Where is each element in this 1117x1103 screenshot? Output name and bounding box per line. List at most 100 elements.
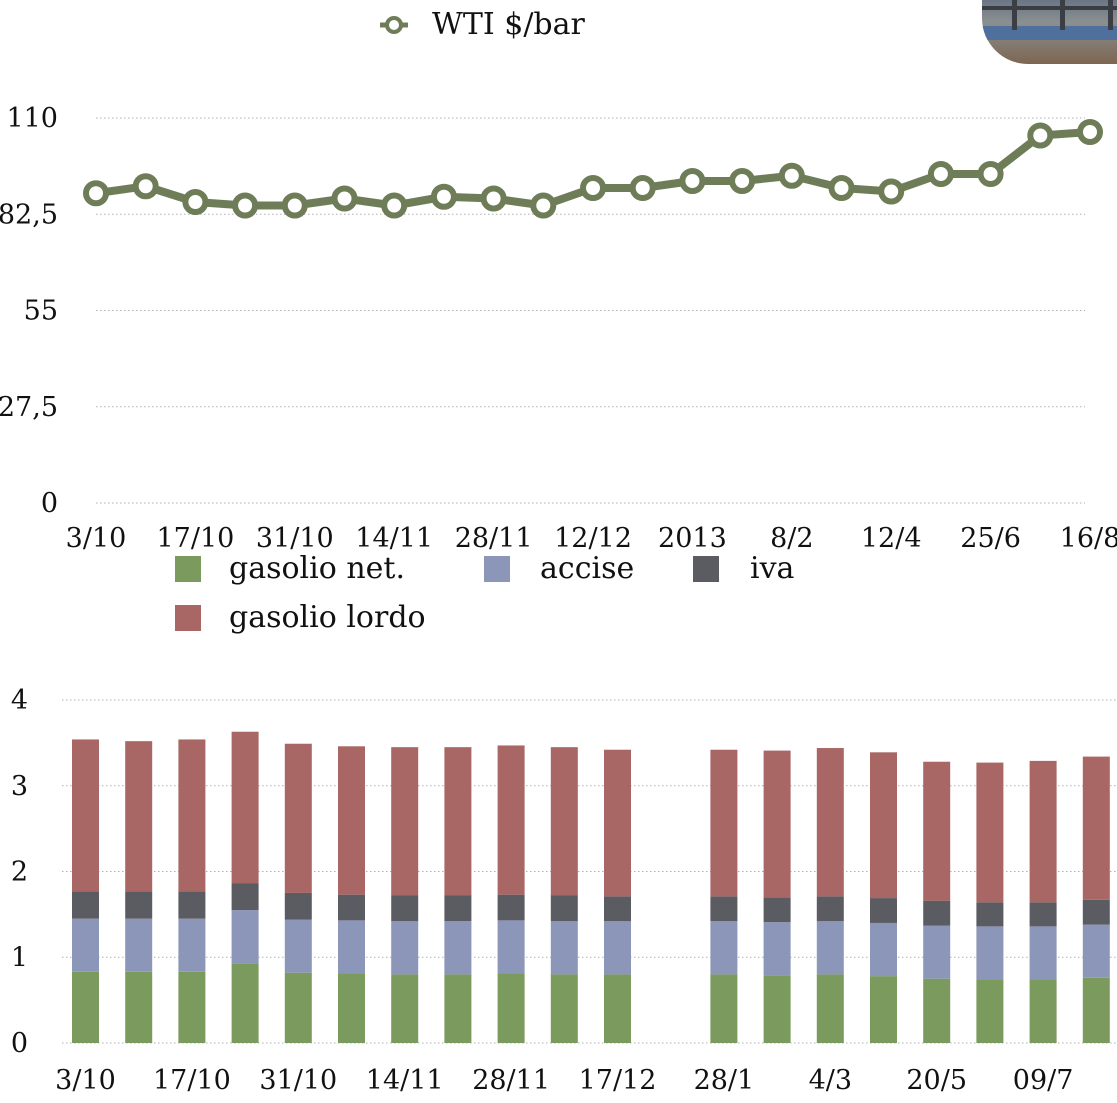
bar-y-tick-label: 3 [11,771,28,802]
wti-data-point [331,185,358,212]
bar-accise [391,921,419,975]
bar-x-tick-label: 3/10 [55,1065,116,1096]
wti-data-point [530,192,557,219]
bar-gasolio-lordo [391,747,419,896]
bar-gasolio-net [391,974,419,1043]
bar-accise [604,921,631,975]
legend-swatch-gasolio-lordo [175,605,201,631]
bar-iva [1082,899,1110,925]
wti-data-point [729,168,756,194]
bar-gasolio-lordo [923,761,951,901]
bar-iva [763,897,791,923]
bar-accise [870,922,897,977]
bar-gasolio-net [550,974,578,1043]
bar-gasolio-net [976,979,1004,1043]
wti-data-point [977,161,1004,187]
bar-iva [497,894,525,921]
line-x-tick-label: 3/10 [66,523,127,554]
bar-gasolio-net [816,974,844,1043]
bar-accise [338,920,365,974]
bar-gasolio-lordo [72,739,99,892]
legend-iva: iva [750,551,795,586]
line-x-tick-label: 12/12 [554,523,632,554]
wti-data-point [580,175,606,201]
wti-data-point [679,168,706,194]
bar-x-tick-label: 31/10 [259,1065,337,1096]
bar-gasolio-net [870,976,897,1043]
wti-data-point [430,183,457,210]
wti-data-point [132,173,159,200]
bar-gasolio-lordo [125,741,153,892]
bar-accise [550,921,578,975]
bar-gasolio-net [923,978,951,1043]
bar-accise [1082,924,1110,978]
bar-y-tick-label: 4 [11,685,28,716]
bar-iva [444,895,472,922]
bar-gasolio-net [338,973,365,1043]
line-y-tick-label: 82,5 [0,199,58,230]
bar-gasolio-lordo [1029,760,1057,903]
legend-gasolio-net: gasolio net. [229,551,405,586]
line-x-tick-label: 28/11 [455,523,533,554]
legend-gasolio-lordo: gasolio lordo [229,600,426,635]
bar-iva [923,900,951,926]
bar-iva [231,883,259,911]
bar-accise [710,921,738,975]
pipeline-photo [982,0,1117,64]
wti-data-point [1077,119,1103,145]
legend-swatch-iva [693,556,719,582]
bar-gasolio-net [72,971,99,1043]
wti-data-point [778,162,805,189]
bar-accise [178,918,206,972]
bar-gasolio-net [125,971,153,1043]
bar-x-tick-label: 17/10 [153,1065,231,1096]
bar-x-tick-label: 28/1 [694,1065,755,1096]
bar-x-tick-label: 17/12 [579,1065,657,1096]
wti-data-point [381,192,408,219]
bar-gasolio-lordo [1082,756,1110,900]
bar-accise [923,925,951,979]
bar-gasolio-lordo [444,747,472,896]
bar-x-tick-label: 4/3 [809,1065,852,1096]
wti-line-chart: 0 27,5 55 82,5 110 3/10 17/10 31/10 14/11 28/11 12… [0,103,1117,554]
bar-iva [550,895,578,922]
line-legend-marker [385,16,403,34]
line-x-tick-label: 16/8 [1060,523,1117,554]
wti-data-point [281,192,308,219]
bar-iva [72,891,99,919]
wti-data-point [629,175,656,201]
bar-gasolio-lordo [763,750,791,898]
bar-y-tick-label: 0 [11,1028,28,1059]
bar-iva [1029,902,1057,927]
bar-iva [284,892,312,920]
bar-gasolio-net [604,974,631,1043]
bar-accise [763,922,791,976]
wti-data-point [83,180,109,207]
bar-gasolio-lordo [550,747,578,896]
bar-gasolio-lordo [870,752,897,899]
bar-iva [604,896,631,922]
wti-data-point [828,175,855,201]
bar-accise [284,919,312,973]
legend-accise: accise [540,551,634,586]
bar-accise [976,926,1004,980]
fuel-price-bar-chart: 0 1 2 3 4 3/10 17/10 31/10 14/11 28/11 17/12 28/1 4/… [11,685,1117,1096]
bar-y-tick-label: 1 [11,942,28,973]
bar-iva [391,895,419,922]
bar-gasolio-net [1029,979,1057,1043]
bar-iva [338,894,365,921]
line-x-tick-label: 17/10 [156,523,234,554]
bar-iva [976,902,1004,927]
bar-gasolio-net [284,972,312,1043]
bar-accise [444,921,472,975]
bar-accise [72,918,99,972]
bar-x-tick-label: 09/7 [1013,1065,1074,1096]
bar-gasolio-lordo [338,746,365,895]
bar-iva [178,891,206,919]
bar-gasolio-lordo [231,731,259,884]
bar-gasolio-net [1082,977,1110,1043]
line-x-tick-label: 8/2 [770,523,813,554]
bar-gasolio-net [231,963,259,1043]
